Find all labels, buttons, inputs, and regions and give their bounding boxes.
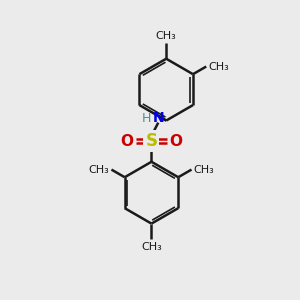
Text: O: O	[170, 134, 183, 149]
Text: CH₃: CH₃	[141, 242, 162, 252]
Text: CH₃: CH₃	[194, 165, 214, 175]
Text: CH₃: CH₃	[156, 31, 177, 41]
Text: CH₃: CH₃	[208, 61, 229, 71]
Text: H: H	[142, 112, 151, 125]
Text: S: S	[146, 132, 158, 150]
Text: CH₃: CH₃	[88, 165, 110, 175]
Text: N: N	[152, 112, 164, 125]
Text: O: O	[120, 134, 133, 149]
